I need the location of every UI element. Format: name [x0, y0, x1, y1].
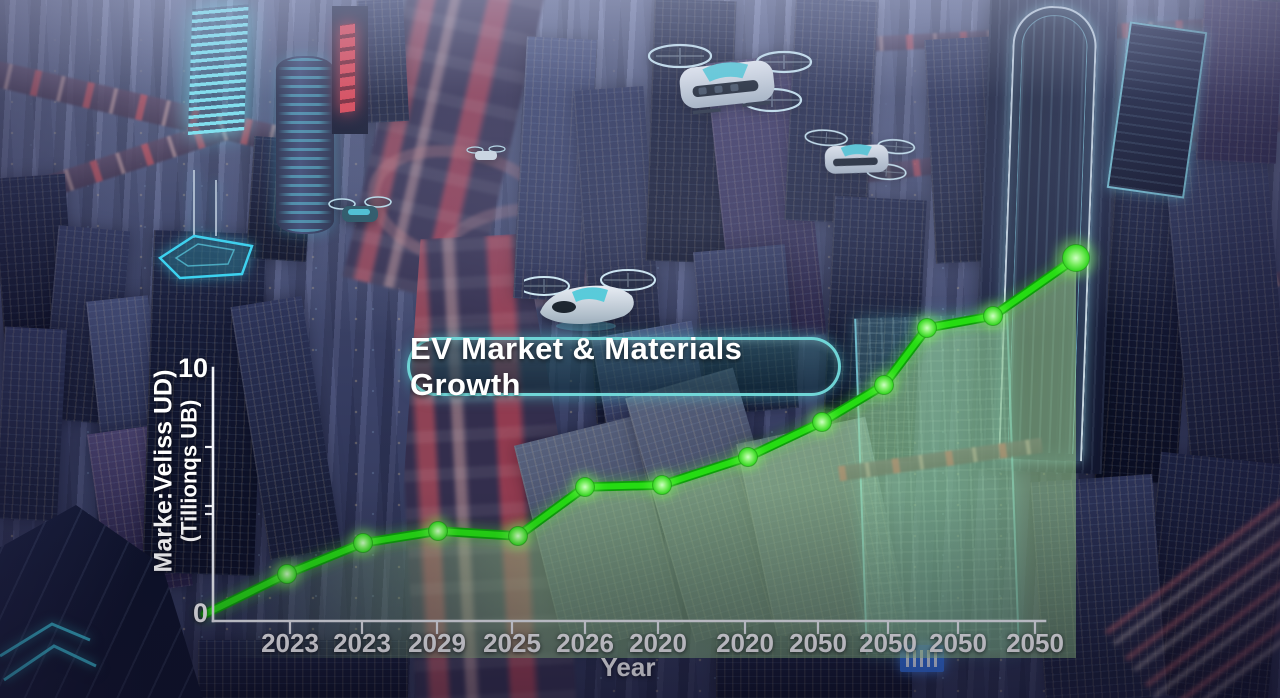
chart-title: EV Market & Materials Growth: [410, 331, 838, 403]
y-axis-min-label: 0: [176, 598, 208, 629]
y-axis-max-label: 10: [162, 353, 208, 384]
x-axis-title: Year: [578, 652, 678, 683]
chart-title-pill: EV Market & Materials Growth: [407, 331, 841, 402]
